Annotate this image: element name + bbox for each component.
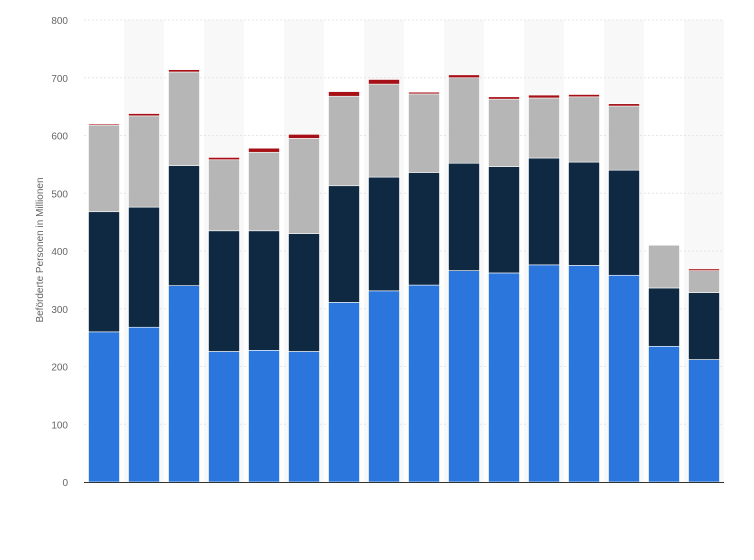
y-tick-label: 800	[51, 16, 68, 27]
bar-segment-series-2	[368, 176, 400, 292]
bar-segment-series-3	[448, 77, 480, 164]
y-tick-label: 100	[51, 420, 68, 431]
bar-segment-series-2	[168, 165, 200, 286]
bar-stack	[208, 157, 240, 483]
bar-segment-series-4	[168, 69, 200, 73]
y-tick-label: 200	[51, 363, 68, 374]
bar-segment-series-4	[328, 91, 360, 97]
bar-stack	[368, 79, 400, 483]
bar-stack	[528, 94, 560, 483]
bar-segment-series-3	[328, 95, 360, 187]
bar-stack	[248, 147, 280, 483]
bar-segment-series-1	[88, 331, 120, 483]
bar-segment-series-3	[408, 93, 440, 173]
bar-segment-series-1	[648, 345, 680, 483]
bar-stack	[648, 244, 680, 483]
bar-segment-series-1	[288, 351, 320, 483]
bar-segment-series-1	[248, 350, 280, 483]
bar-segment-series-1	[608, 274, 640, 483]
bar-segment-series-3	[208, 159, 240, 232]
bar-segment-series-4	[568, 94, 600, 98]
bar-stack	[88, 123, 120, 483]
bar-segment-series-1	[368, 290, 400, 483]
bar-segment-series-4	[88, 123, 120, 126]
bar-segment-series-2	[488, 166, 520, 274]
bar-segment-series-2	[688, 292, 720, 360]
bar-segment-series-4	[208, 157, 240, 161]
bar-segment-series-2	[288, 233, 320, 352]
bar-stack	[328, 91, 360, 483]
bar-segment-series-2	[208, 230, 240, 352]
bar-stack	[488, 96, 520, 483]
bar-segment-series-4	[288, 134, 320, 139]
bar-segment-series-3	[688, 270, 720, 293]
bar-stack	[568, 94, 600, 483]
bar-segment-series-1	[448, 270, 480, 483]
bar-segment-series-4	[608, 103, 640, 107]
bar-segment-series-3	[168, 71, 200, 166]
bar-segment-series-4	[448, 74, 480, 79]
bar-stack	[128, 113, 160, 483]
bar-segment-series-2	[528, 157, 560, 266]
y-tick-label: 700	[51, 74, 68, 85]
bar-stack	[448, 74, 480, 483]
bar-segment-series-2	[648, 287, 680, 347]
bar-segment-series-3	[568, 96, 600, 163]
bar-segment-series-3	[368, 83, 400, 178]
bar-segment-series-1	[528, 264, 560, 483]
bar-segment-series-2	[568, 161, 600, 266]
bar-segment-series-2	[248, 230, 280, 351]
bar-segment-series-4	[488, 96, 520, 100]
bar-segment-series-2	[408, 172, 440, 286]
bar-segment-series-3	[648, 244, 680, 289]
bar-segment-series-1	[128, 326, 160, 483]
bar-segment-series-1	[408, 284, 440, 483]
bar-segment-series-3	[248, 151, 280, 232]
y-axis-label: Beförderte Personen in Millionen	[35, 177, 46, 322]
y-tick-label: 0	[62, 478, 68, 489]
bar-stack	[688, 268, 720, 483]
bar-segment-series-2	[448, 162, 480, 271]
bar-segment-series-4	[408, 91, 440, 95]
bar-segment-series-4	[368, 79, 400, 85]
bar-segment-series-2	[328, 185, 360, 303]
bar-stack	[288, 134, 320, 483]
bar-segment-series-3	[528, 97, 560, 159]
y-tick-label: 300	[51, 305, 68, 316]
bar-segment-series-3	[88, 124, 120, 213]
bar-segment-series-3	[608, 105, 640, 171]
axes: 0 100 200 300 400 500 600 700 800	[51, 16, 724, 489]
bar-segment-series-1	[168, 285, 200, 483]
bar-segment-series-3	[488, 98, 520, 167]
bar-stack	[168, 69, 200, 483]
bar-segment-series-4	[528, 94, 560, 99]
bar-stack	[608, 103, 640, 483]
y-tick-label: 600	[51, 132, 68, 143]
bar-segment-series-2	[88, 211, 120, 333]
bar-segment-series-3	[288, 138, 320, 234]
y-tick-label: 500	[51, 189, 68, 200]
bar-segment-series-1	[328, 302, 360, 483]
bar-stack	[408, 91, 440, 483]
bar-segment-series-1	[488, 272, 520, 483]
bar-segment-series-4	[248, 147, 280, 153]
bar-segment-series-1	[208, 351, 240, 483]
bar-segment-series-1	[568, 265, 600, 483]
bars	[88, 69, 720, 483]
bar-segment-series-3	[128, 115, 160, 208]
bar-segment-series-2	[128, 206, 160, 328]
bar-segment-series-1	[688, 359, 720, 483]
bar-segment-series-4	[688, 268, 720, 271]
bar-segment-series-4	[128, 113, 160, 117]
bar-segment-series-2	[608, 169, 640, 276]
y-tick-label: 400	[51, 247, 68, 258]
